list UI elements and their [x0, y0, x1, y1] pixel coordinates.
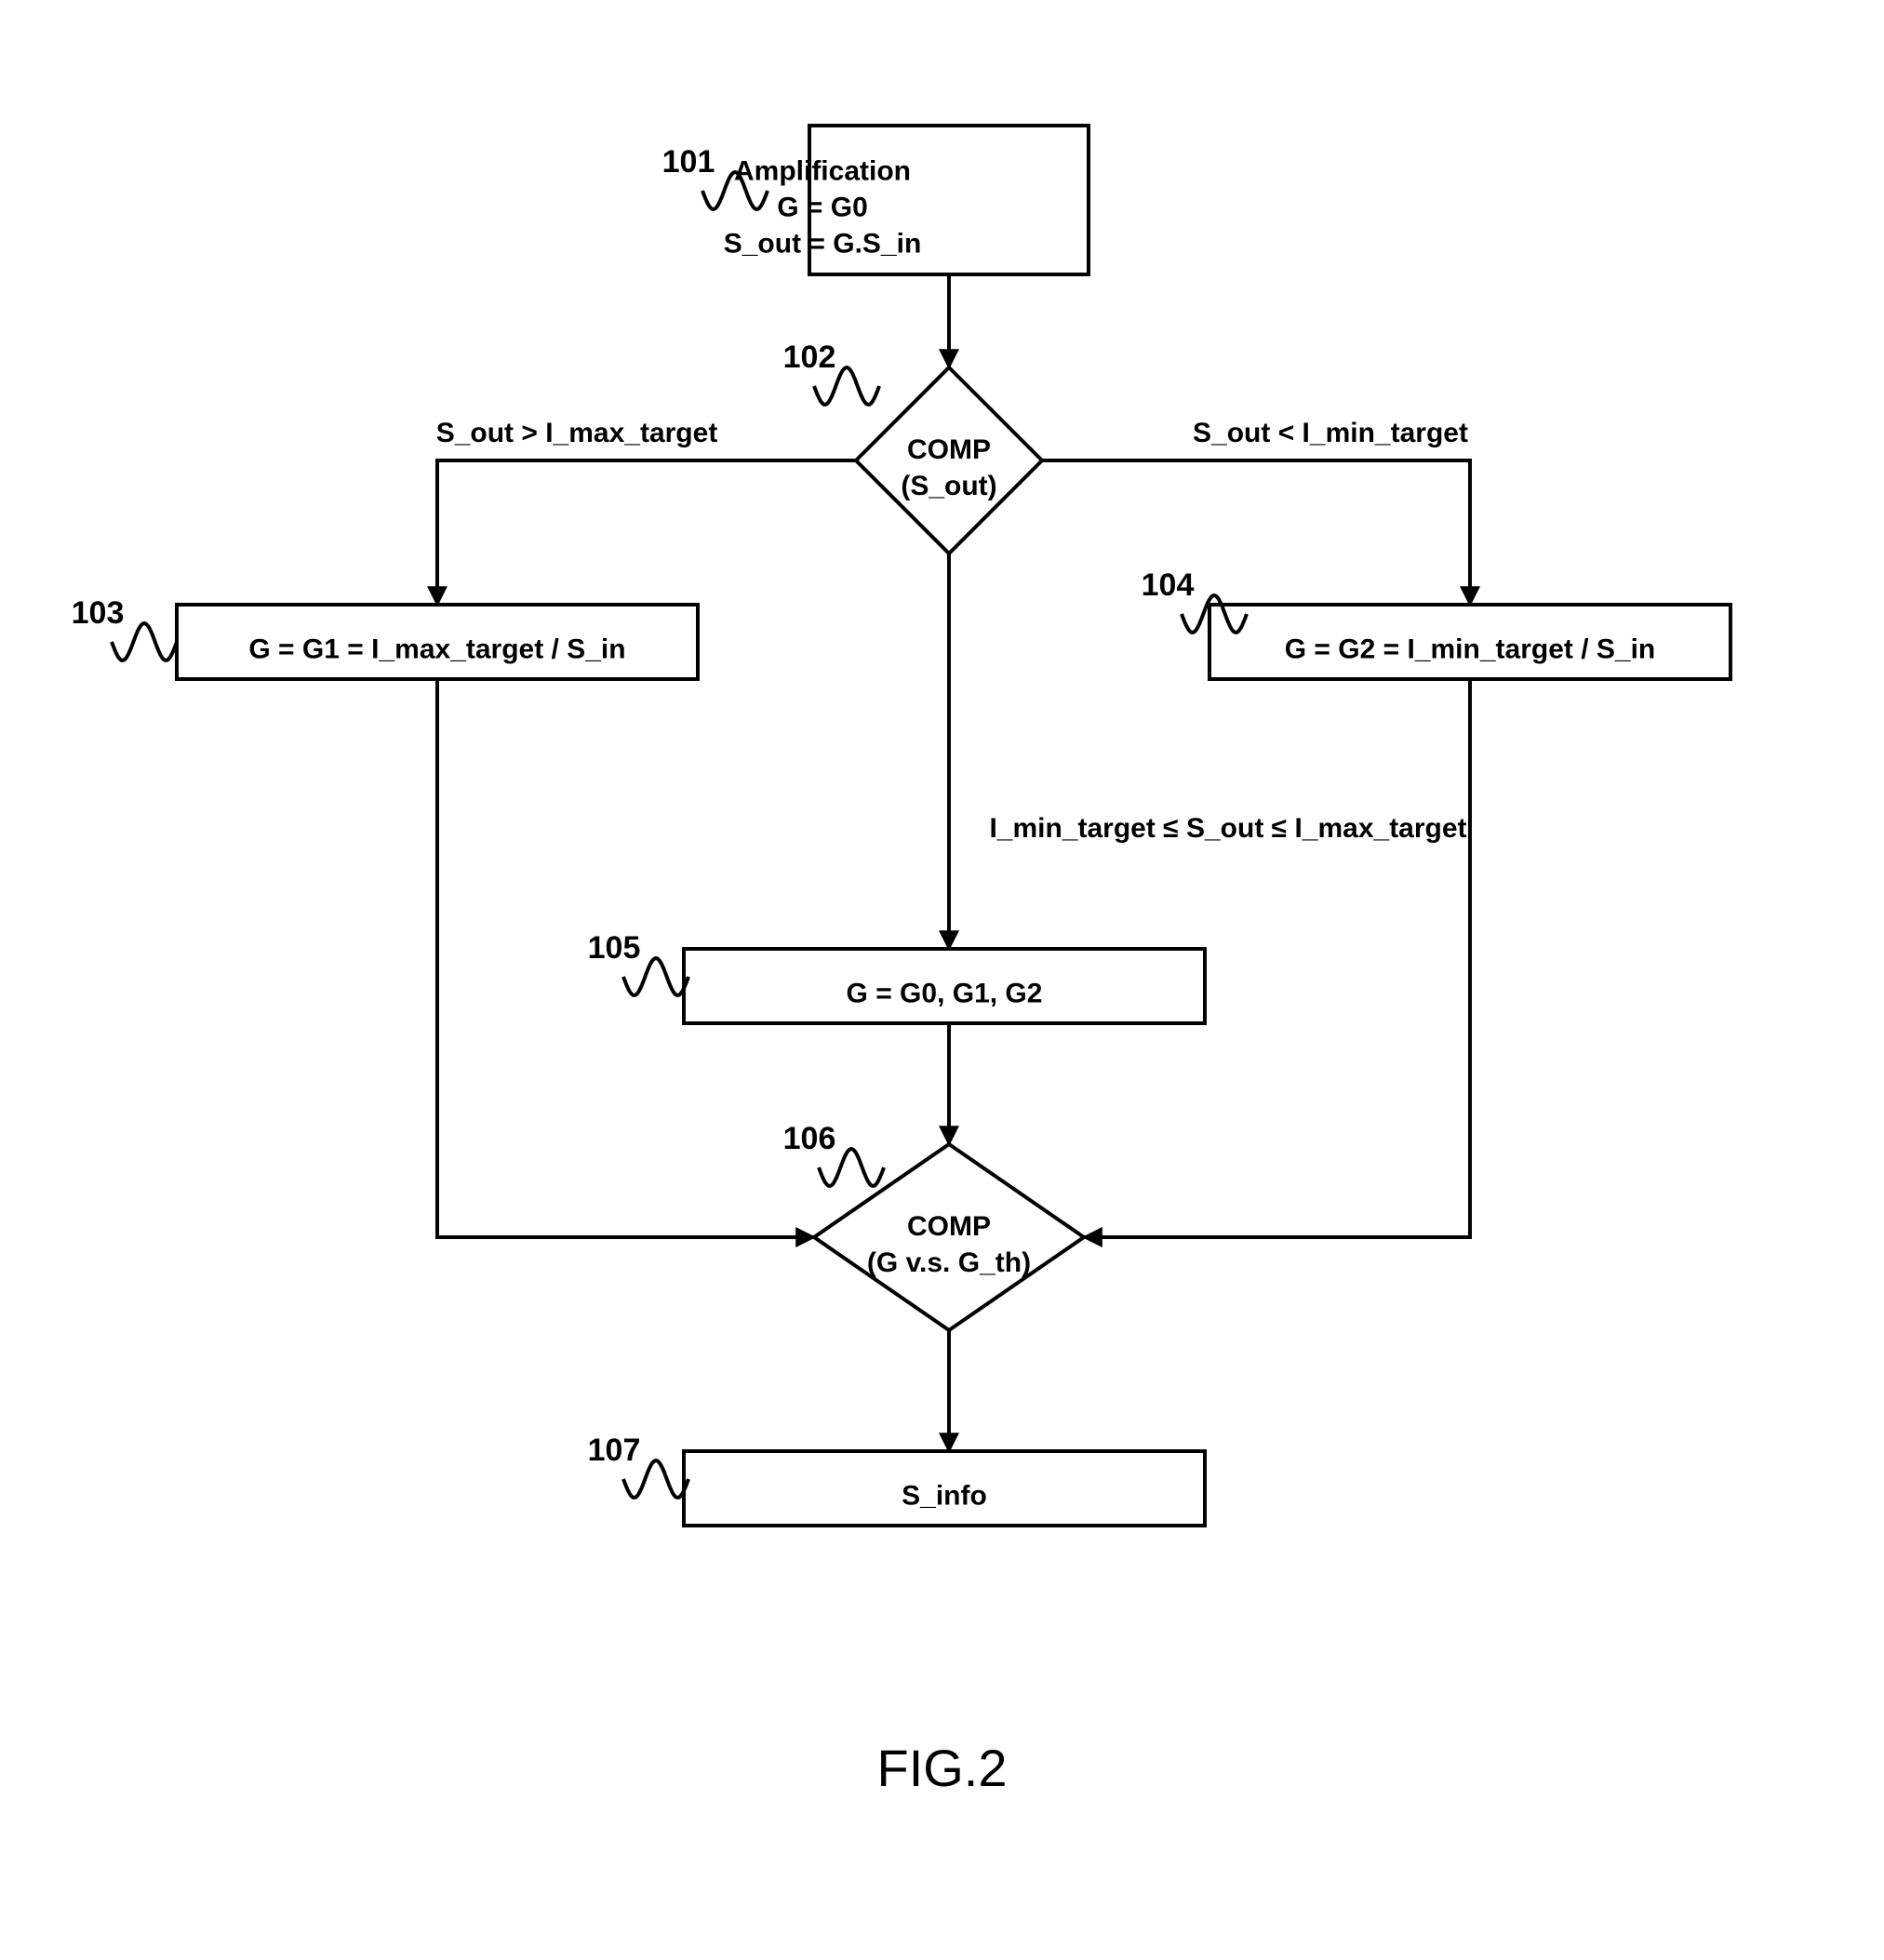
nodes-layer: Amplification G = G0 S_out = G.S_in 101 COMP… [72, 126, 1730, 1526]
edge-label-e2: S_out > I_max_target [436, 418, 718, 448]
edge-e3 [1042, 460, 1470, 605]
ref-number: 102 [783, 340, 836, 375]
ref-number: 106 [783, 1121, 836, 1156]
node-text-line: COMP [907, 1211, 991, 1242]
edge-label-e4: I_min_target ≤ S_out ≤ I_max_target [989, 813, 1466, 844]
ref-number: 101 [662, 144, 715, 180]
node-text-line: S_out = G.S_in [724, 229, 922, 260]
ref-number: 103 [72, 595, 125, 631]
node-text-line: (G v.s. G_th) [867, 1247, 1031, 1278]
figure-caption: FIG.2 [876, 1739, 1007, 1797]
edge-label-e3: S_out < I_min_target [1193, 418, 1468, 448]
node-n101: Amplification G = G0 S_out = G.S_in 101 [662, 126, 1089, 274]
edge-e2 [437, 460, 856, 605]
node-n107: S_info 107 [588, 1433, 1205, 1526]
node-text-line: G = G1 = I_max_target / S_in [248, 634, 625, 665]
node-text-line: Amplification [734, 156, 911, 187]
node-n106: COMP (G v.s. G_th) 106 [783, 1121, 1084, 1330]
node-text-line: (S_out) [901, 471, 996, 501]
node-text-line: COMP [907, 434, 991, 465]
node-n102: COMP (S_out) 102 [783, 340, 1042, 553]
node-text-line: G = G2 = I_min_target / S_in [1285, 634, 1655, 665]
ref-number: 105 [588, 930, 641, 966]
ref-number: 104 [1142, 567, 1195, 603]
node-text-line: G = G0, G1, G2 [847, 979, 1043, 1009]
node-text-line: S_info [902, 1481, 987, 1512]
ref-number: 107 [588, 1433, 641, 1468]
node-text-line: G = G0 [777, 193, 868, 223]
node-n103: G = G1 = I_max_target / S_in 103 [72, 595, 698, 679]
node-n105: G = G0, G1, G2 105 [588, 930, 1205, 1023]
